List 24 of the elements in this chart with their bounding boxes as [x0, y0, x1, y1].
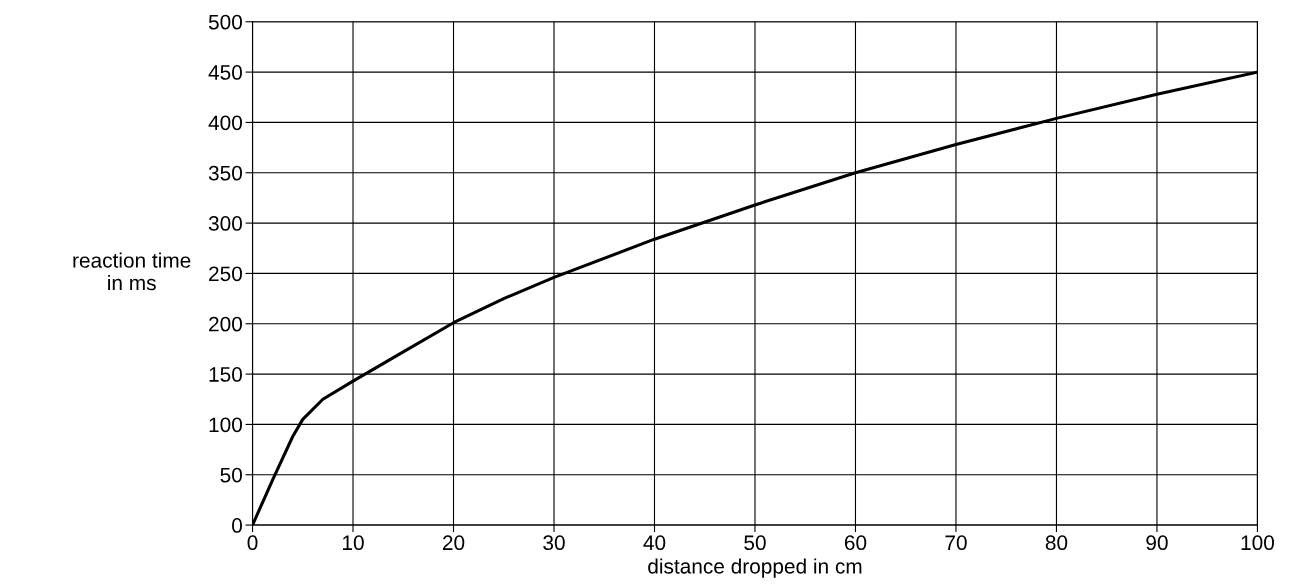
- x-tick-label: 70: [945, 535, 967, 551]
- y-tick-label: 450: [208, 65, 242, 80]
- y-tick-label: 250: [209, 266, 242, 282]
- x-tick-label: 30: [543, 535, 565, 551]
- x-tick-label: 0: [247, 535, 258, 551]
- x-tick-label: 60: [844, 535, 867, 551]
- x-tick-label: 40: [643, 535, 666, 551]
- x-tick-label: 50: [744, 535, 766, 551]
- y-axis-title: reaction time in ms: [73, 252, 191, 291]
- y-tick-label: 300: [208, 216, 242, 231]
- x-tick-label: 10: [343, 535, 364, 551]
- y-tick-label: 500: [208, 14, 242, 30]
- x-tick-label: 100: [1241, 535, 1275, 551]
- y-tick-label: 100: [209, 417, 242, 433]
- x-tick-label: 90: [1146, 535, 1168, 551]
- y-tick-label: 350: [208, 165, 242, 181]
- x-tick-label: 80: [1045, 535, 1068, 551]
- y-tick-label: 50: [220, 467, 242, 483]
- y-tick-label: 150: [209, 367, 242, 382]
- y-tick-label: 0: [232, 518, 242, 533]
- x-axis-title: distance dropped in cm: [648, 558, 862, 578]
- y-tick-label: 400: [208, 115, 242, 131]
- x-tick-label: 20: [442, 535, 465, 551]
- y-tick-label: 200: [209, 316, 242, 332]
